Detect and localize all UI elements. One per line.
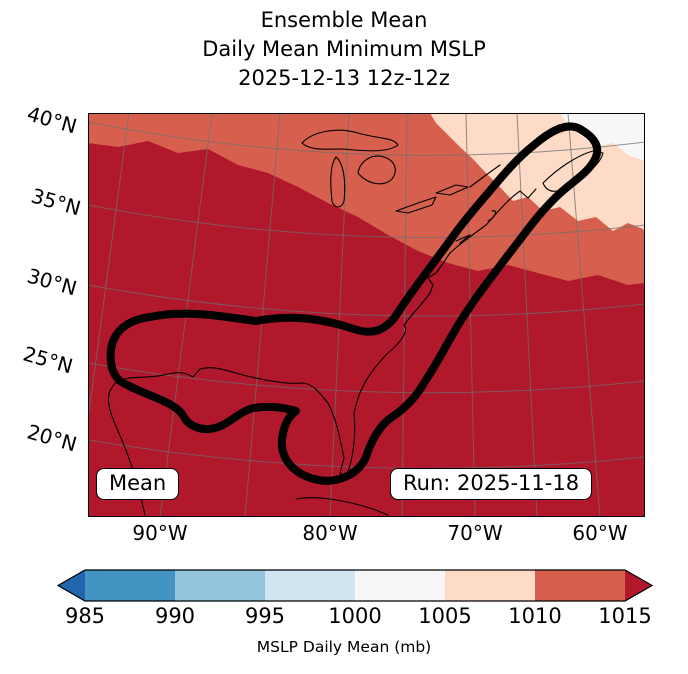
colorbar-tick-1015: 1015 [598, 604, 652, 628]
map-frame [88, 113, 645, 517]
lat-label-35n: 35°N [28, 183, 84, 221]
coastline-lake-erie [395, 196, 437, 214]
coastline-lake-huron [357, 155, 396, 185]
lon-label-60w: 60°W [572, 521, 628, 545]
gridlines-parallels [88, 121, 645, 469]
colorbar-seg-985-990 [85, 570, 175, 601]
colorbar-seg-1000-1005 [355, 570, 445, 601]
colorbar [56, 569, 654, 602]
title-block: Ensemble Mean Daily Mean Minimum MSLP 20… [0, 6, 688, 93]
ensemble-region-contour [106, 122, 602, 485]
colorbar-extend-low [58, 570, 85, 601]
colorbar-seg-995-1000 [265, 570, 355, 601]
colorbar-tick-990: 990 [154, 604, 196, 628]
coastline-st-lawrence [469, 164, 501, 188]
colorbar-tick-1010: 1010 [508, 604, 562, 628]
colorbar-outline [56, 569, 654, 602]
colorbar-tick-995: 995 [244, 604, 286, 628]
run-annotation-label: Run: 2025-11-18 [403, 471, 580, 495]
title-line-1: Ensemble Mean [260, 8, 428, 32]
colorbar-seg-1005-1010 [445, 570, 535, 601]
coastline-long-island [455, 234, 471, 244]
coastline-lake-superior [301, 129, 399, 152]
title-line-3: 2025-12-13 12z-12z [238, 66, 450, 90]
coastline-cape-cod [487, 210, 497, 222]
lat-label-40n: 40°N [24, 101, 80, 139]
lat-label-20n: 20°N [24, 419, 80, 457]
mean-annotation-label: Mean [109, 471, 167, 495]
fill-1000-1005 [560, 113, 645, 161]
colorbar-tick-1005: 1005 [418, 604, 472, 628]
coastline-cuba [295, 497, 389, 516]
coastlines [107, 129, 604, 516]
colorbar-caption: MSLP Daily Mean (mb) [256, 638, 432, 656]
run-annotation-box: Run: 2025-11-18 [390, 468, 593, 500]
map-canvas [88, 113, 645, 517]
colorbar-seg-1010-1015 [535, 570, 625, 601]
lat-label-25n: 25°N [20, 341, 76, 379]
lon-label-80w: 80°W [302, 521, 358, 545]
colorbar-tick-985: 985 [64, 604, 106, 628]
colorbar-seg-990-995 [175, 570, 265, 601]
coastline-lake-ontario [435, 184, 469, 196]
colorbar-extend-high [625, 570, 652, 601]
map-axes [88, 113, 645, 517]
lat-label-30n: 30°N [24, 263, 80, 301]
mean-annotation-box: Mean [96, 468, 180, 500]
title-line-2: Daily Mean Minimum MSLP [202, 37, 486, 61]
lon-label-90w: 90°W [132, 521, 188, 545]
lon-label-70w: 70°W [447, 521, 503, 545]
coastline-lake-michigan [330, 156, 346, 208]
colorbar-tick-1000: 1000 [328, 604, 382, 628]
